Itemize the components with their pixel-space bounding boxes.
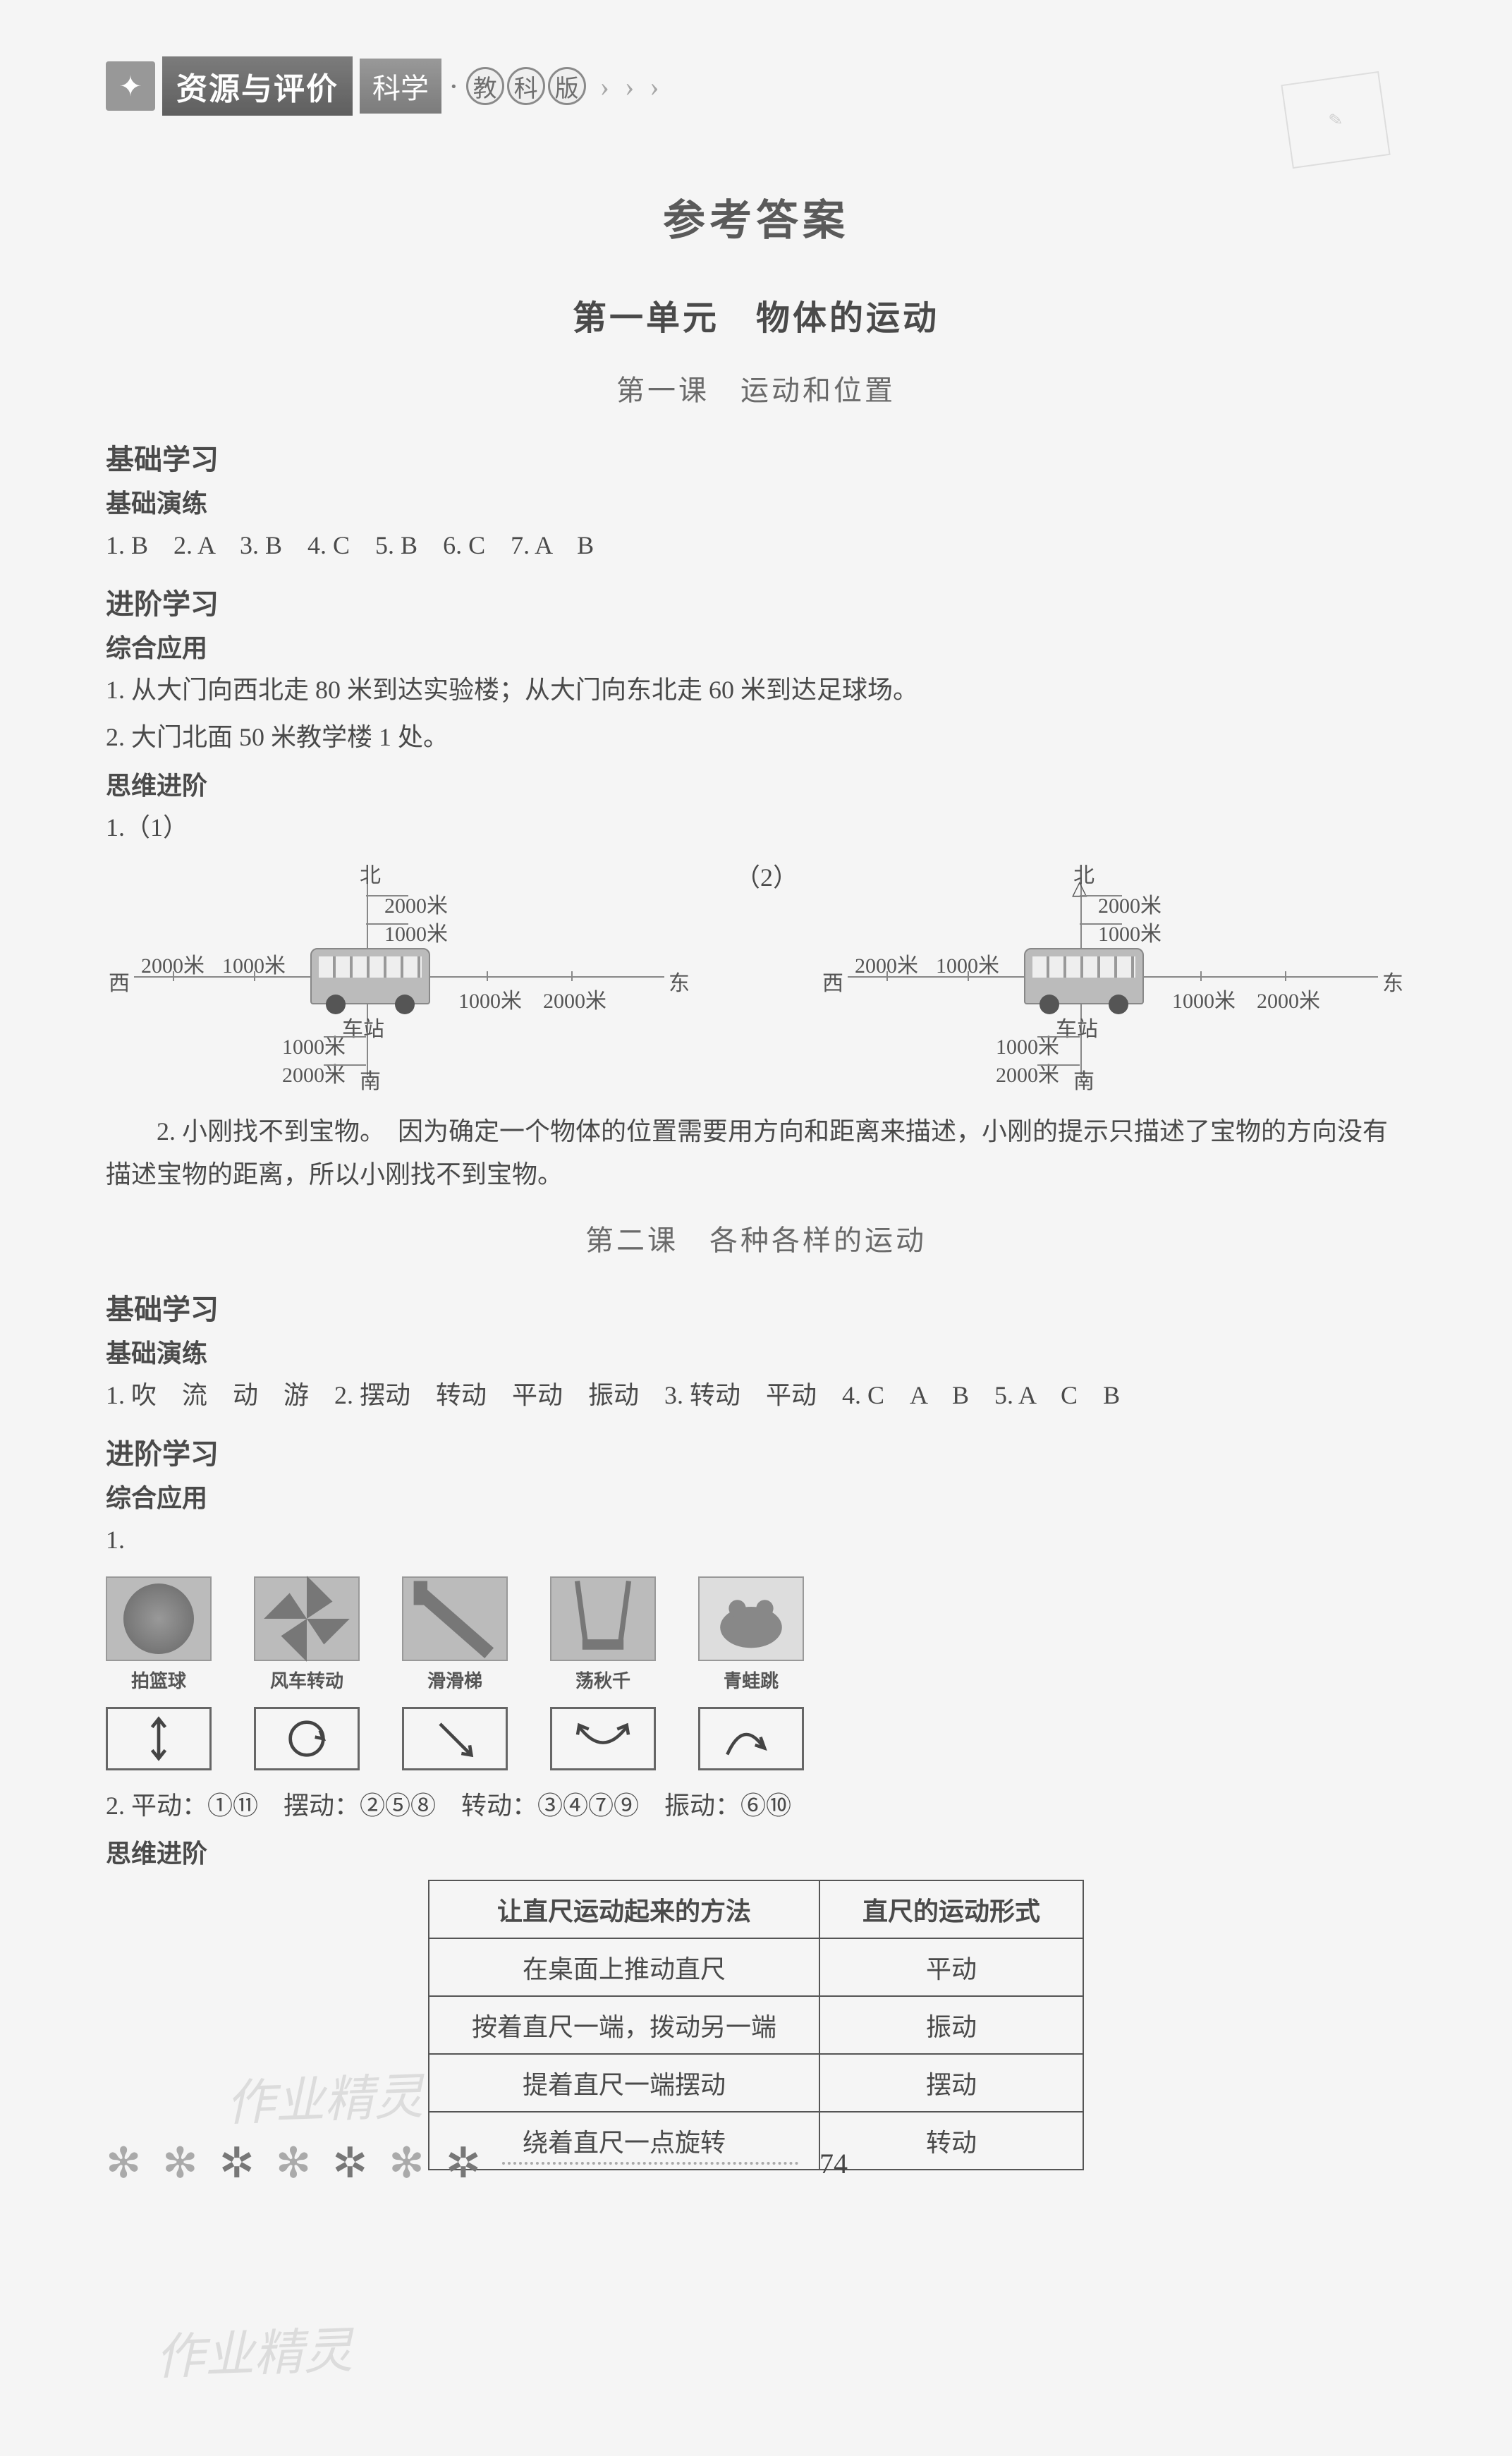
motion-label: 风车转动 xyxy=(254,1667,360,1693)
star-icon: ✲ xyxy=(332,2139,367,2188)
page-number: 74 xyxy=(819,2147,848,2180)
dir-north: 北 xyxy=(360,858,381,889)
l2-adv-lead: 1. xyxy=(106,1519,1406,1562)
motion-item-basketball: 拍篮球 xyxy=(106,1576,212,1770)
pinwheel-icon xyxy=(254,1576,360,1661)
motion-label: 拍篮球 xyxy=(106,1667,212,1693)
ruler-motion-table: 让直尺运动起来的方法 直尺的运动形式 在桌面上推动直尺 平动 按着直尺一端，拨动… xyxy=(428,1880,1084,2170)
l1-adv-line1: 1. 从大门向西北走 80 米到达实验楼；从大门向东北走 60 米到达足球场。 xyxy=(106,669,1406,712)
watermark-text-1: 作业精灵 xyxy=(224,2057,424,2135)
motion-item-pinwheel: 风车转动 xyxy=(254,1576,360,1770)
table-row: 在桌面上推动直尺 平动 xyxy=(429,1938,1083,1996)
l1-section-thinking: 思维进阶 xyxy=(106,765,1406,802)
motion-arrow-arc-icon xyxy=(550,1707,656,1770)
frog-icon xyxy=(698,1576,804,1661)
star-icon: ✻ xyxy=(389,2139,424,2188)
l2-section-advanced: 进阶学习 xyxy=(106,1431,1406,1472)
motion-label: 滑滑梯 xyxy=(402,1667,508,1693)
edition-char-3: 版 xyxy=(548,67,586,105)
l1-think-p2: 2. 小刚找不到宝物。 因为确定一个物体的位置需要用方向和距离来描述，小刚的提示… xyxy=(106,1110,1406,1196)
motion-item-swing: 荡秋千 xyxy=(550,1576,656,1770)
l2-section-basic-sub: 基础演练 xyxy=(106,1333,1406,1370)
l1-think-lead: 1.（1） xyxy=(106,806,176,849)
compass-diagram-1: 北 南 西 东 车站 2000米 1000米 1000米 2000米 2000米… xyxy=(106,863,693,1089)
l1-section-basic: 基础学习 xyxy=(106,437,1406,478)
l2-section-advanced-sub: 综合应用 xyxy=(106,1478,1406,1514)
l2-section-basic: 基础学习 xyxy=(106,1287,1406,1327)
page-footer: ✻ ✻ ✲ ✻ ✲ ✻ ✲ 74 xyxy=(106,2139,1406,2188)
basketball-icon xyxy=(106,1576,212,1661)
dir-east: 东 xyxy=(669,966,690,997)
motion-label: 荡秋千 xyxy=(550,1667,656,1693)
table-cell: 振动 xyxy=(819,1996,1083,2054)
dir-south: 南 xyxy=(360,1064,381,1095)
edition-badge: 教 科 版 xyxy=(466,67,586,105)
dist-2000-s: 2000米 xyxy=(282,1057,346,1088)
motion-label: 青蛙跳 xyxy=(698,1667,804,1693)
l2-adv-line2: 2. 平动：①⑪ 摆动：②⑤⑧ 转动：③④⑦⑨ 振动：⑥⑩ xyxy=(106,1785,1406,1828)
series-title: 资源与评价 xyxy=(162,56,353,116)
table-cell: 按着直尺一端，拨动另一端 xyxy=(429,1996,819,2054)
book-header: ✦ 资源与评价 科学 · 教 科 版 › › › xyxy=(106,56,1406,116)
dir-west: 西 xyxy=(109,966,130,997)
page-title: 参考答案 xyxy=(106,186,1406,248)
l1-think-lead2: （2） xyxy=(735,856,777,1089)
slide-icon xyxy=(402,1576,508,1661)
star-icon: ✻ xyxy=(106,2139,141,2188)
table-cell: 提着直尺一端摆动 xyxy=(429,2054,819,2112)
motion-item-frog: 青蛙跳 xyxy=(698,1576,804,1770)
dir-south-2: 南 xyxy=(1073,1064,1095,1095)
l1-adv-line2: 2. 大门北面 50 米教学楼 1 处。 xyxy=(106,716,1406,759)
star-icon: ✻ xyxy=(162,2139,197,2188)
watermark-text-2: 作业精灵 xyxy=(154,2311,353,2389)
table-row: 按着直尺一端，拨动另一端 振动 xyxy=(429,1996,1083,2054)
l1-section-advanced: 进阶学习 xyxy=(106,581,1406,622)
station-label: 车站 xyxy=(342,1011,384,1042)
motion-item-slide: 滑滑梯 xyxy=(402,1576,508,1770)
chevron-icon: › › › xyxy=(600,70,664,103)
star-icon: ✻ xyxy=(276,2139,311,2188)
edition-char-1: 教 xyxy=(466,67,504,105)
table-cell: 在桌面上推动直尺 xyxy=(429,1938,819,1996)
edition-char-2: 科 xyxy=(507,67,545,105)
motion-arrow-vertical-icon xyxy=(106,1707,212,1770)
motion-arrow-hop-icon xyxy=(698,1707,804,1770)
table-row: 提着直尺一端摆动 摆动 xyxy=(429,2054,1083,2112)
station-label-2: 车站 xyxy=(1056,1011,1098,1042)
l2-basic-answers: 1. 吹 流 动 游 2. 摆动 转动 平动 振动 3. 转动 平动 4. C … xyxy=(106,1374,1406,1417)
lesson1-title: 第一课 运动和位置 xyxy=(106,367,1406,408)
dist-2000: 2000米 xyxy=(384,888,448,919)
dir-west-2: 西 xyxy=(822,966,843,997)
l1-basic-answers: 1. B 2. A 3. B 4. C 5. B 6. C 7. A B xyxy=(106,524,1406,567)
bus-icon xyxy=(310,948,430,1004)
l2-section-thinking: 思维进阶 xyxy=(106,1833,1406,1870)
star-icon: ✲ xyxy=(446,2139,481,2188)
l1-section-basic-sub: 基础演练 xyxy=(106,483,1406,520)
motion-pictures-row: 拍篮球 风车转动 滑滑梯 荡秋千 青蛙跳 xyxy=(106,1576,1406,1770)
motion-arrow-diagonal-icon xyxy=(402,1707,508,1770)
table-header-form: 直尺的运动形式 xyxy=(819,1880,1083,1938)
dist-1000: 1000米 xyxy=(384,916,448,947)
subject-label: 科学 xyxy=(360,59,441,114)
compass-diagrams: 北 南 西 东 车站 2000米 1000米 1000米 2000米 2000米… xyxy=(106,863,1406,1089)
leaf-logo-icon: ✦ xyxy=(106,61,155,111)
corner-stamp-icon: ✎ xyxy=(1281,71,1390,169)
dist-1000-s: 1000米 xyxy=(282,1029,346,1060)
table-cell: 摆动 xyxy=(819,2054,1083,2112)
motion-arrow-circle-icon xyxy=(254,1707,360,1770)
l1-section-advanced-sub: 综合应用 xyxy=(106,628,1406,664)
star-icon: ✲ xyxy=(219,2139,255,2188)
swing-icon xyxy=(550,1576,656,1661)
compass-diagram-2: 北 △ 南 西 东 车站 2000米 1000米 1000米 2000米 200… xyxy=(819,863,1406,1089)
table-header-method: 让直尺运动起来的方法 xyxy=(429,1880,819,1938)
lesson2-title: 第二课 各种各样的运动 xyxy=(106,1217,1406,1258)
unit-title: 第一单元 物体的运动 xyxy=(106,290,1406,339)
bus-icon-2 xyxy=(1024,948,1144,1004)
footer-dots xyxy=(502,2162,798,2165)
table-cell: 平动 xyxy=(819,1938,1083,1996)
dist-1000-e: 1000米 xyxy=(458,983,522,1014)
dist-2000-e: 2000米 xyxy=(543,983,606,1014)
dir-east-2: 东 xyxy=(1382,966,1403,997)
